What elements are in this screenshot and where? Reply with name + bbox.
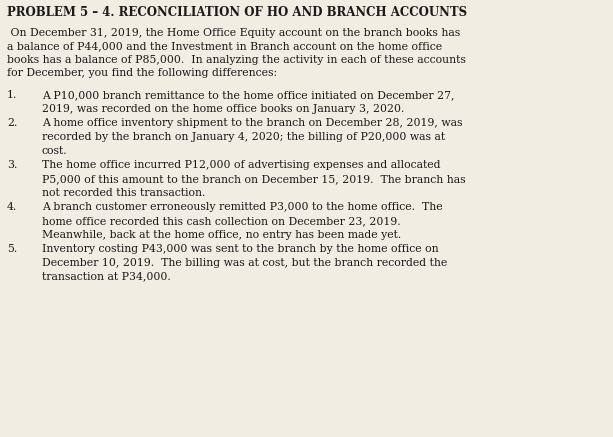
- Text: The home office incurred P12,000 of advertising expenses and allocated: The home office incurred P12,000 of adve…: [42, 160, 441, 170]
- Text: A branch customer erroneously remitted P3,000 to the home office.  The: A branch customer erroneously remitted P…: [42, 202, 443, 212]
- Text: On December 31, 2019, the Home Office Equity account on the branch books has: On December 31, 2019, the Home Office Eq…: [7, 28, 460, 38]
- Text: home office recorded this cash collection on December 23, 2019.: home office recorded this cash collectio…: [42, 216, 401, 226]
- Text: recorded by the branch on January 4, 2020; the billing of P20,000 was at: recorded by the branch on January 4, 202…: [42, 132, 445, 142]
- Text: 4.: 4.: [7, 202, 17, 212]
- Text: A home office inventory shipment to the branch on December 28, 2019, was: A home office inventory shipment to the …: [42, 118, 462, 128]
- Text: 3.: 3.: [7, 160, 17, 170]
- Text: a balance of P44,000 and the Investment in Branch account on the home office: a balance of P44,000 and the Investment …: [7, 42, 442, 52]
- Text: for December, you find the following differences:: for December, you find the following dif…: [7, 69, 277, 79]
- Text: books has a balance of P85,000.  In analyzing the activity in each of these acco: books has a balance of P85,000. In analy…: [7, 55, 466, 65]
- Text: PROBLEM 5 – 4. RECONCILIATION OF HO AND BRANCH ACCOUNTS: PROBLEM 5 – 4. RECONCILIATION OF HO AND …: [7, 6, 467, 19]
- Text: December 10, 2019.  The billing was at cost, but the branch recorded the: December 10, 2019. The billing was at co…: [42, 258, 447, 268]
- Text: cost.: cost.: [42, 146, 67, 156]
- Text: 1.: 1.: [7, 90, 17, 100]
- Text: transaction at P34,000.: transaction at P34,000.: [42, 271, 171, 281]
- Text: Inventory costing P43,000 was sent to the branch by the home office on: Inventory costing P43,000 was sent to th…: [42, 244, 439, 254]
- Text: Meanwhile, back at the home office, no entry has been made yet.: Meanwhile, back at the home office, no e…: [42, 229, 402, 239]
- Text: not recorded this transaction.: not recorded this transaction.: [42, 187, 205, 198]
- Text: 2019, was recorded on the home office books on January 3, 2020.: 2019, was recorded on the home office bo…: [42, 104, 405, 114]
- Text: 5.: 5.: [7, 244, 17, 254]
- Text: P5,000 of this amount to the branch on December 15, 2019.  The branch has: P5,000 of this amount to the branch on D…: [42, 174, 466, 184]
- Text: A P10,000 branch remittance to the home office initiated on December 27,: A P10,000 branch remittance to the home …: [42, 90, 454, 100]
- Text: 2.: 2.: [7, 118, 17, 128]
